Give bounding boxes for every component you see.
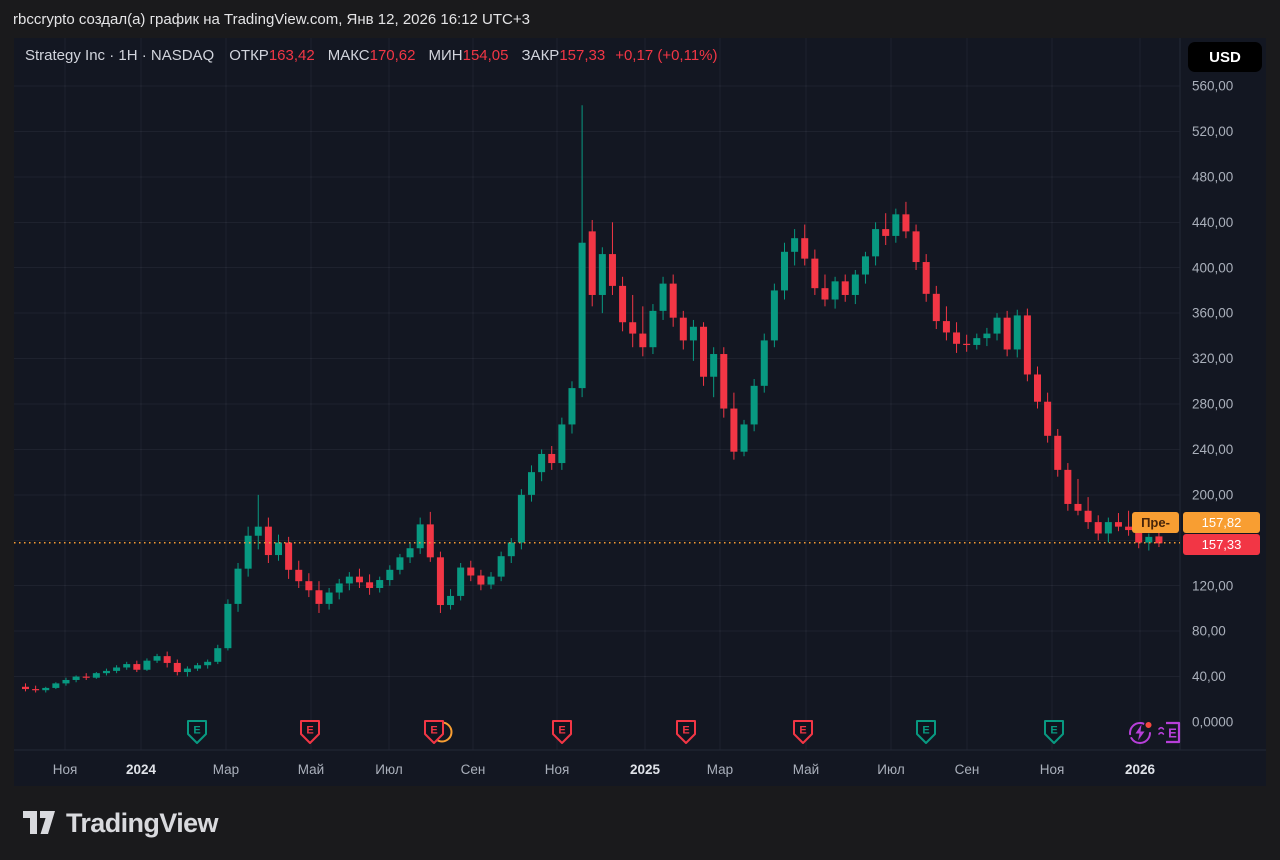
- earnings-badge-icon[interactable]: E: [793, 720, 813, 744]
- currency-button[interactable]: USD: [1188, 42, 1262, 72]
- svg-text:E: E: [799, 725, 806, 737]
- svg-text:Май: Май: [298, 762, 324, 777]
- svg-text:Ноя: Ноя: [1040, 762, 1065, 777]
- premarket-price-label: 157,82: [1183, 512, 1260, 533]
- svg-text:Май: Май: [793, 762, 819, 777]
- svg-text:120,00: 120,00: [1192, 578, 1233, 593]
- svg-text:320,00: 320,00: [1192, 351, 1233, 366]
- svg-text:Сен: Сен: [955, 762, 980, 777]
- svg-text:Июл: Июл: [877, 762, 904, 777]
- svg-text:240,00: 240,00: [1192, 442, 1233, 457]
- candlestick-chart[interactable]: 560,00 520,00 480,00 440,00 400,00 360,00 320,…: [14, 38, 1266, 786]
- svg-text:E: E: [430, 725, 437, 737]
- change-value: +0,17 (+0,11%): [615, 47, 718, 64]
- svg-text:0,0000: 0,0000: [1192, 715, 1233, 730]
- low-value: 154,05: [462, 47, 509, 64]
- svg-text:E: E: [682, 725, 689, 737]
- high-value: 170,62: [369, 47, 416, 64]
- footer-bar: TradingView: [0, 786, 1280, 860]
- earnings-badge-icon[interactable]: E: [916, 720, 936, 744]
- svg-text:200,00: 200,00: [1192, 487, 1233, 502]
- svg-text:Ноя: Ноя: [53, 762, 78, 777]
- svg-text:2025: 2025: [630, 762, 661, 777]
- axis-separators: [14, 38, 1266, 751]
- earnings-badge-icon[interactable]: E: [424, 720, 453, 744]
- svg-text:E: E: [306, 725, 313, 737]
- candles-group: [22, 105, 1163, 693]
- attribution-text: rbccrypto создал(а) график на TradingVie…: [13, 10, 530, 28]
- earnings-estimate-icon[interactable]: E: [1158, 721, 1181, 744]
- svg-text:E: E: [922, 725, 929, 737]
- svg-text:E: E: [1050, 725, 1057, 737]
- svg-text:Сен: Сен: [461, 762, 486, 777]
- low-label: МИН: [428, 47, 463, 64]
- symbol-title[interactable]: Strategy Inc · 1H · NASDAQ: [25, 47, 215, 64]
- earnings-badge-icon[interactable]: E: [1044, 720, 1064, 744]
- svg-text:E: E: [1168, 726, 1177, 741]
- earnings-badge-icon[interactable]: E: [552, 720, 572, 744]
- high-label: МАКС: [327, 47, 370, 64]
- tradingview-logo-text: TradingView: [66, 807, 219, 838]
- earnings-badge-icon[interactable]: E: [187, 720, 207, 744]
- tradingview-mark-icon: [23, 811, 55, 834]
- svg-text:480,00: 480,00: [1192, 169, 1233, 184]
- svg-text:360,00: 360,00: [1192, 306, 1233, 321]
- svg-text:E: E: [558, 725, 565, 737]
- svg-text:560,00: 560,00: [1192, 79, 1233, 94]
- svg-text:Июл: Июл: [375, 762, 402, 777]
- svg-text:2024: 2024: [126, 762, 157, 777]
- price-axis[interactable]: 560,00 520,00 480,00 440,00 400,00 360,00 320,…: [1192, 79, 1233, 730]
- earnings-badge-icon[interactable]: E: [676, 720, 696, 744]
- lightning-badge-icon[interactable]: [1129, 720, 1154, 744]
- svg-text:E: E: [193, 725, 200, 737]
- svg-text:Мар: Мар: [707, 762, 733, 777]
- earnings-badge-icon[interactable]: E: [300, 720, 320, 744]
- attribution-bar: rbccrypto создал(а) график на TradingVie…: [0, 0, 1280, 38]
- grid: [14, 38, 1180, 750]
- svg-text:440,00: 440,00: [1192, 215, 1233, 230]
- open-value: 163,42: [268, 47, 315, 64]
- svg-text:520,00: 520,00: [1192, 124, 1233, 139]
- svg-text:Ноя: Ноя: [545, 762, 570, 777]
- premarket-tag: Пре-: [1132, 512, 1179, 533]
- chart-legend: Strategy Inc · 1H · NASDAQ ОТКР163,42 МАКС…: [25, 47, 718, 64]
- last-price-label: 157,33: [1183, 534, 1260, 555]
- time-axis[interactable]: Ноя 2024 Мар Май Июл Сен Ноя 2025 Мар Май Июл Сен Но…: [53, 762, 1156, 777]
- tradingview-logo[interactable]: TradingView: [22, 807, 219, 839]
- chart-panel: 560,00 520,00 480,00 440,00 400,00 360,00 320,…: [14, 38, 1266, 786]
- svg-text:Мар: Мар: [213, 762, 239, 777]
- close-label: ЗАКР: [521, 47, 560, 64]
- svg-text:40,00: 40,00: [1192, 669, 1226, 684]
- svg-text:280,00: 280,00: [1192, 397, 1233, 412]
- svg-text:2026: 2026: [1125, 762, 1156, 777]
- svg-text:400,00: 400,00: [1192, 260, 1233, 275]
- open-label: ОТКР: [229, 47, 269, 64]
- close-value: 157,33: [559, 47, 606, 64]
- svg-text:80,00: 80,00: [1192, 624, 1226, 639]
